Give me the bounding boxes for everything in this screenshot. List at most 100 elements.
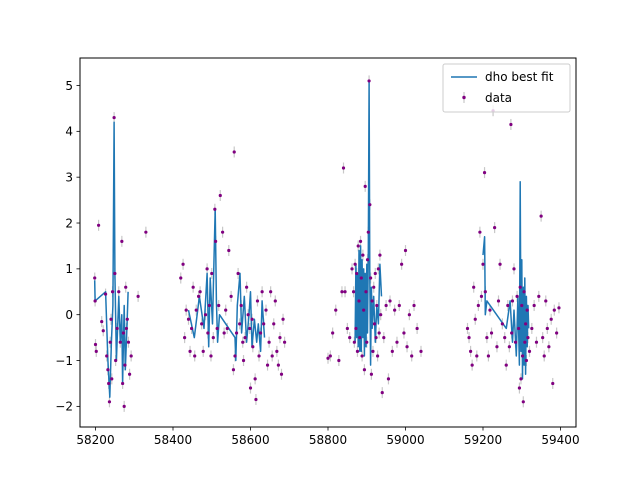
data-point	[509, 122, 513, 127]
data-point	[350, 267, 354, 271]
data-point	[367, 79, 371, 83]
data-point	[473, 317, 477, 321]
data-point	[472, 285, 476, 289]
data-point	[365, 258, 370, 262]
y-tick-label: 4	[65, 125, 73, 139]
data-point	[124, 326, 129, 331]
data-point	[352, 340, 356, 344]
data-point	[507, 345, 511, 349]
data-point	[469, 349, 473, 353]
data-point	[107, 381, 111, 386]
data-point	[363, 184, 367, 188]
data-point	[549, 317, 553, 321]
data-point	[108, 340, 112, 344]
data-point	[179, 276, 183, 280]
data-point	[513, 340, 518, 344]
data-point	[221, 230, 225, 234]
data-point	[201, 349, 205, 353]
data-point	[125, 317, 129, 321]
data-point	[526, 336, 530, 340]
data-point	[260, 290, 264, 294]
data-point	[121, 331, 125, 335]
data-point	[253, 377, 257, 381]
data-point	[542, 354, 546, 358]
data-point	[100, 319, 104, 324]
data-point	[372, 322, 377, 326]
data-point	[273, 299, 277, 303]
data-point	[217, 303, 221, 308]
data-point	[481, 262, 485, 266]
fit-line-group	[93, 80, 530, 398]
data-point	[555, 331, 559, 335]
data-point	[517, 326, 521, 331]
data-point	[512, 267, 516, 271]
data-point	[129, 354, 133, 358]
data-point	[393, 308, 397, 312]
data-point	[362, 308, 366, 312]
data-point	[539, 214, 543, 218]
data-point	[128, 372, 132, 376]
data-point	[407, 313, 411, 317]
data-points	[93, 79, 561, 408]
data-point	[340, 290, 344, 294]
x-tick-label: 58800	[309, 433, 347, 447]
data-point	[193, 354, 197, 358]
data-point	[370, 299, 374, 303]
data-point	[283, 340, 287, 344]
data-point	[257, 354, 261, 358]
legend: dho best fit data	[442, 63, 571, 113]
data-point	[405, 345, 409, 349]
data-point	[188, 349, 192, 353]
data-point	[369, 276, 373, 280]
data-point	[184, 308, 188, 312]
data-point	[120, 239, 124, 243]
data-point	[258, 331, 263, 335]
data-point	[515, 294, 519, 298]
data-point	[520, 354, 525, 358]
data-point	[186, 317, 191, 321]
data-point	[493, 226, 497, 230]
data-point	[345, 326, 349, 331]
data-point	[112, 115, 116, 120]
data-point	[495, 345, 499, 349]
data-point	[510, 299, 515, 303]
data-point	[371, 349, 375, 353]
data-point	[354, 326, 358, 331]
data-point	[479, 294, 484, 298]
data-point	[359, 276, 363, 280]
data-point	[517, 386, 522, 390]
data-point	[467, 336, 471, 340]
data-point	[415, 326, 419, 331]
data-point	[262, 322, 266, 326]
data-point	[109, 317, 113, 321]
data-point	[356, 244, 360, 248]
data-point	[278, 336, 282, 340]
x-tick-label: 59200	[464, 433, 502, 447]
y-tick-label: −2	[55, 400, 73, 414]
data-point	[355, 349, 360, 353]
y-tick-label: 1	[65, 262, 73, 276]
legend-label-data: data	[485, 91, 512, 105]
data-point	[326, 356, 330, 360]
data-point	[470, 363, 474, 367]
data-point	[254, 397, 258, 402]
data-point	[196, 294, 201, 298]
data-point	[397, 303, 401, 308]
data-point	[374, 336, 378, 340]
data-point	[233, 354, 237, 358]
data-point	[518, 285, 522, 289]
data-point	[483, 290, 487, 294]
data-point	[206, 331, 210, 335]
data-point	[94, 349, 98, 353]
y-axis-ticks: −2 −1 0 1 2 3 4 5	[55, 79, 80, 414]
x-axis-ticks: 58200 58400 58600 58800 59000 59200 59400	[76, 427, 580, 447]
data-point	[524, 322, 528, 326]
data-point	[251, 345, 255, 349]
data-point	[265, 363, 270, 367]
data-point	[250, 317, 254, 321]
data-point	[97, 223, 101, 227]
y-tick-label: 0	[65, 308, 73, 322]
data-point	[238, 322, 242, 326]
data-point	[144, 230, 148, 234]
data-point	[375, 303, 379, 308]
